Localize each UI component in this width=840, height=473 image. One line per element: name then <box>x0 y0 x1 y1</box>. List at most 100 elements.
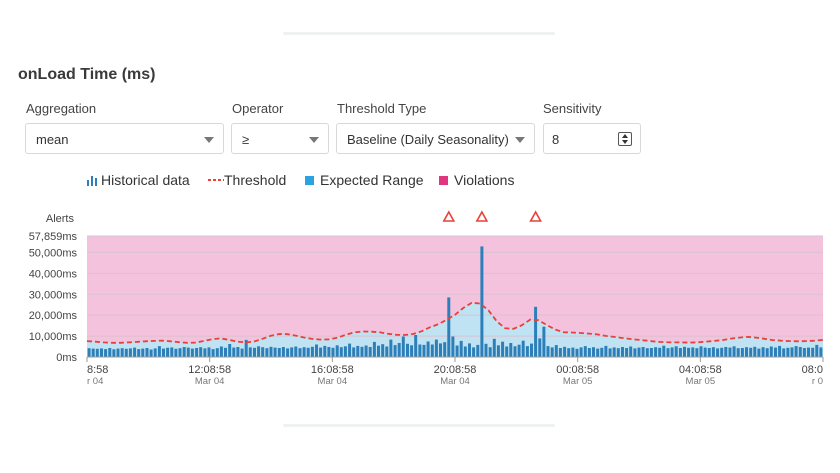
historical-bar <box>505 346 509 357</box>
alert-marker-icon <box>475 210 489 222</box>
historical-bar <box>724 347 728 357</box>
historical-bar <box>100 348 103 357</box>
historical-bar <box>753 346 757 357</box>
historical-bar <box>802 348 806 357</box>
historical-bar <box>190 348 194 357</box>
legend-expected[interactable]: Expected Range <box>305 172 424 188</box>
sensitivity-label: Sensitivity <box>543 101 602 116</box>
operator-select[interactable]: ≥ <box>231 123 329 154</box>
y-tick-label: 20,000ms <box>29 310 78 322</box>
x-tick-time: 04:08:58 <box>679 364 722 376</box>
historical-bar <box>732 346 736 357</box>
historical-bar <box>145 348 149 357</box>
sensitivity-value: 8 <box>552 132 560 147</box>
historical-bar <box>633 348 637 357</box>
historical-bar <box>290 347 294 357</box>
historical-bar <box>108 348 112 357</box>
historical-bar <box>447 297 451 357</box>
historical-bar <box>745 347 748 357</box>
legend-violations[interactable]: Violations <box>439 172 514 188</box>
historical-bar <box>749 347 753 357</box>
historical-bar <box>244 339 248 357</box>
historical-bar <box>91 348 95 357</box>
historical-bar <box>740 348 744 357</box>
y-tick-label: 30,000ms <box>29 289 78 301</box>
threshold-type-select[interactable]: Baseline (Daily Seasonality) <box>336 123 535 154</box>
historical-bar <box>343 346 347 357</box>
historical-bar <box>410 345 414 357</box>
historical-bar <box>583 346 587 357</box>
historical-bar <box>716 348 720 357</box>
historical-bar <box>389 339 393 357</box>
stepper-icon[interactable] <box>618 132 632 146</box>
historical-bar <box>232 347 236 357</box>
historical-bar <box>662 345 666 357</box>
aggregation-label: Aggregation <box>26 101 97 116</box>
historical-bar <box>683 346 686 357</box>
historical-bar <box>790 347 794 357</box>
historical-bar <box>554 345 558 357</box>
x-tick-time: 08:0 <box>802 364 823 376</box>
historical-bar <box>476 344 480 357</box>
historical-bar <box>492 338 496 357</box>
historical-bar <box>711 347 715 357</box>
historical-bar <box>468 343 471 357</box>
historical-bar <box>133 347 137 357</box>
historical-bar <box>418 344 422 357</box>
aggregation-select[interactable]: mean <box>25 123 224 154</box>
historical-bar <box>253 347 256 357</box>
panel-title: onLoad Time (ms) <box>18 66 156 83</box>
historical-bar <box>302 347 306 357</box>
historical-bar <box>439 343 442 357</box>
historical-bar <box>319 347 323 357</box>
historical-bar <box>116 348 120 357</box>
historical-bar <box>228 344 232 357</box>
historical-bar <box>798 347 802 357</box>
historical-bar <box>257 346 261 357</box>
sensitivity-input[interactable]: 8 <box>543 123 641 154</box>
legend-threshold[interactable]: Threshold <box>208 172 286 188</box>
historical-bar <box>629 346 633 357</box>
historical-bar <box>542 326 546 357</box>
historical-bar <box>186 347 190 357</box>
historical-bar <box>480 246 484 357</box>
historical-bar <box>95 348 99 357</box>
historical-bar <box>331 347 335 357</box>
x-tick-date: Mar 04 <box>440 376 470 387</box>
historical-bar <box>360 346 364 357</box>
historical-bar <box>315 344 318 357</box>
threshold-type-value: Baseline (Daily Seasonality) <box>347 132 509 147</box>
historical-bar <box>616 348 620 357</box>
historical-bar <box>625 348 629 357</box>
historical-bar <box>794 346 798 357</box>
legend-historical-label: Historical data <box>101 172 190 188</box>
historical-bar <box>575 348 579 357</box>
historical-bar <box>596 348 600 357</box>
x-tick-time: 12:08:58 <box>188 364 231 376</box>
alerts-label: Alerts <box>46 213 75 225</box>
historical-bar <box>170 347 174 357</box>
historical-bar <box>149 349 153 357</box>
historical-bar <box>513 346 517 357</box>
historical-bar <box>703 347 707 357</box>
historical-bar <box>451 336 455 357</box>
x-tick-date: r 04 <box>87 376 103 387</box>
historical-bar <box>112 349 116 357</box>
historical-bar <box>87 348 91 357</box>
historical-bar <box>434 339 438 357</box>
historical-bar <box>385 346 389 357</box>
threshold-line <box>86 301 824 344</box>
historical-bar <box>203 348 207 357</box>
historical-bar <box>248 347 252 357</box>
historical-bar <box>534 306 538 357</box>
historical-bar <box>558 348 562 357</box>
historical-bar <box>236 347 240 357</box>
historical-bar <box>265 348 269 357</box>
historical-bar <box>678 348 682 357</box>
historical-bar <box>286 348 290 357</box>
historical-bar <box>649 348 653 357</box>
historical-bar <box>654 347 658 357</box>
historical-bar <box>517 344 521 357</box>
chevron-down-icon <box>204 137 214 143</box>
legend-historical[interactable]: Historical data <box>86 172 190 188</box>
